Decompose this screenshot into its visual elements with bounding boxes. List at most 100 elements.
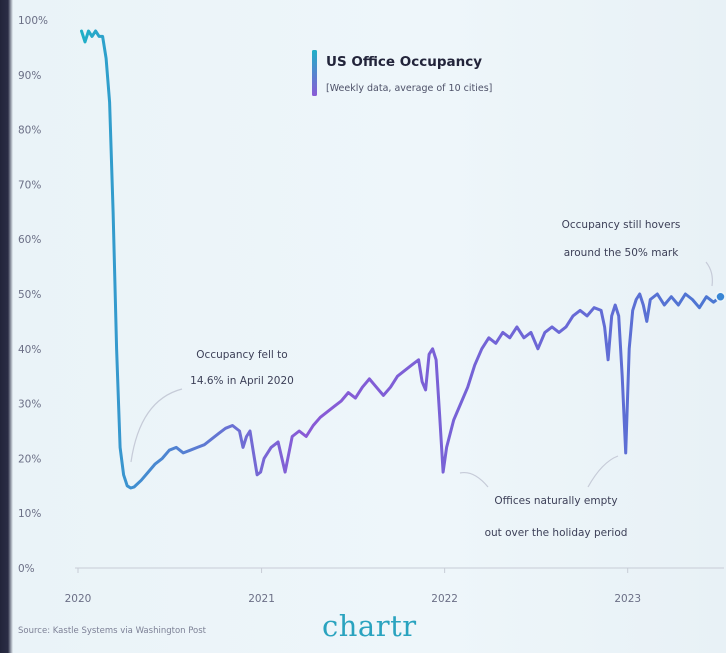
series-point: [565, 326, 567, 328]
y-tick-label: 50%: [18, 289, 41, 301]
series-point: [460, 402, 462, 404]
y-tick-label: 30%: [18, 399, 41, 411]
series-point: [333, 405, 335, 407]
series-point: [516, 326, 518, 328]
series-point: [600, 309, 602, 311]
annotation-50-percent: Occupancy still hovers around the 50% ma…: [562, 219, 713, 287]
series-point: [140, 479, 142, 481]
series-point: [182, 452, 184, 454]
series-point: [618, 315, 620, 317]
series-point: [252, 452, 254, 454]
series-point: [375, 386, 377, 388]
series-point: [361, 386, 363, 388]
series-point: [625, 452, 627, 454]
series-point: [291, 435, 293, 437]
annotation-line-1: Offices naturally empty: [494, 495, 617, 507]
series-point: [196, 446, 198, 448]
series-point: [94, 30, 96, 32]
series-point: [319, 416, 321, 418]
series-point: [98, 35, 100, 37]
series-point: [656, 293, 658, 295]
series-point: [389, 386, 391, 388]
series-point: [87, 30, 89, 32]
series-point: [410, 364, 412, 366]
series-point: [91, 35, 93, 37]
series-point: [154, 463, 156, 465]
series-point: [712, 301, 714, 303]
series-point: [670, 296, 672, 298]
annotation-line-2: 14.6% in April 2020: [190, 375, 294, 387]
series-point: [105, 57, 107, 59]
y-tick-label: 80%: [18, 125, 41, 137]
series-point: [642, 304, 644, 306]
series-point: [474, 364, 476, 366]
annotation-leader-line: [130, 388, 183, 463]
series-point: [428, 353, 430, 355]
series-point: [80, 30, 82, 32]
series-point: [632, 309, 634, 311]
series-point: [691, 298, 693, 300]
series-point: [537, 348, 539, 350]
series-point: [431, 348, 433, 350]
series-point: [558, 331, 560, 333]
series-point: [607, 359, 609, 361]
series-point: [421, 381, 423, 383]
series-point: [523, 337, 525, 339]
series-point: [340, 400, 342, 402]
annotation-line-2: around the 50% mark: [564, 247, 679, 259]
x-axis-ticks: 2020 2021 2022 2023: [65, 568, 641, 605]
series-point: [242, 446, 244, 448]
y-tick-label: 20%: [18, 453, 41, 465]
x-tick-label: 2021: [248, 593, 275, 605]
series-point: [270, 446, 272, 448]
series-point: [224, 427, 226, 429]
series-point: [435, 359, 437, 361]
annotation-line-2: out over the holiday period: [485, 527, 628, 539]
x-tick-label: 2022: [431, 593, 458, 605]
series-point: [101, 35, 103, 37]
legend: US Office Occupancy [Weekly data, averag…: [312, 50, 492, 96]
series-point: [488, 337, 490, 339]
series-point: [593, 307, 595, 309]
annotation-leader-line-right: [587, 455, 619, 488]
annotation-april-2020: Occupancy fell to 14.6% in April 2020: [130, 349, 294, 463]
series-point: [249, 430, 251, 432]
y-tick-label: 70%: [18, 179, 41, 191]
brand-logo: chartr: [322, 609, 417, 643]
y-tick-label: 60%: [18, 234, 41, 246]
y-tick-label: 40%: [18, 344, 41, 356]
series-point: [530, 331, 532, 333]
occupancy-series-line: [80, 29, 722, 490]
series-point: [544, 331, 546, 333]
series-point: [509, 337, 511, 339]
series-point: [453, 419, 455, 421]
annotation-line-1: Occupancy fell to: [196, 349, 287, 361]
series-point: [84, 41, 86, 43]
series-point: [719, 296, 721, 298]
series-point: [467, 386, 469, 388]
y-tick-label: 100%: [18, 15, 48, 27]
series-end-dot: [715, 291, 726, 302]
y-tick-label: 90%: [18, 70, 41, 82]
series-point: [256, 474, 258, 476]
series-point: [635, 298, 637, 300]
series-point: [677, 304, 679, 306]
series-point: [354, 397, 356, 399]
series-point: [628, 348, 630, 350]
series-point: [639, 293, 641, 295]
series-point: [551, 326, 553, 328]
series-point: [168, 449, 170, 451]
source-note: Source: Kastle Systems via Washington Po…: [18, 626, 207, 636]
series-point: [122, 474, 124, 476]
series-point: [147, 471, 149, 473]
series-point: [238, 430, 240, 432]
series-point: [326, 411, 328, 413]
series-point: [347, 391, 349, 393]
legend-swatch: [312, 50, 317, 96]
series-point: [259, 471, 261, 473]
series-point: [112, 211, 114, 213]
annotation-holiday: Offices naturally empty out over the hol…: [459, 455, 628, 539]
series-point: [646, 320, 648, 322]
series-point: [611, 315, 613, 317]
